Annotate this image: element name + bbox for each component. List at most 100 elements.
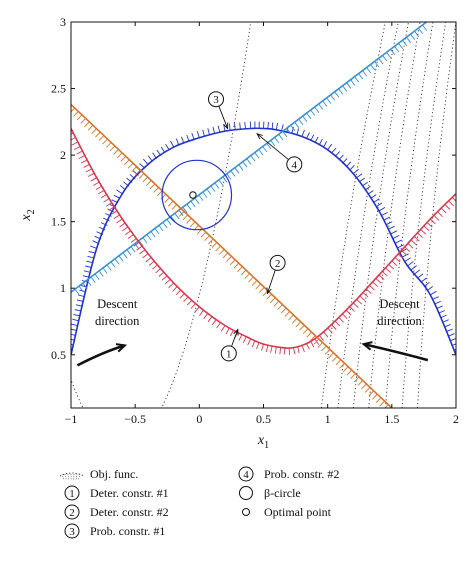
legend-symbol-circle-4 [238,466,254,482]
hatch-tick [442,319,449,323]
hatch-tick [182,214,189,221]
hatch-tick [352,302,359,309]
hatch-tick [436,305,443,310]
hatch-tick [451,196,456,202]
hatch-tick [305,132,310,139]
hatch-tick [237,266,243,273]
hatch-tick [200,231,207,238]
hatch-tick [214,182,220,189]
x-axis-label: x1 [257,433,269,451]
hatch-tick [73,313,81,317]
objective-contour-5 [368,22,421,408]
descent-label-2-line-1: Descent [379,297,420,311]
hatch-tick [89,245,97,249]
hatch-tick [152,264,158,270]
hatch-tick [270,345,273,353]
hatch-tick [359,295,366,301]
legend-entry-7: Optimal point [242,505,332,519]
hatch-tick [111,210,118,215]
hatch-tick [156,149,162,157]
hatch-tick [323,331,329,338]
hatch-tick [392,235,400,239]
legend-symbol-circle-3 [64,523,80,539]
hatch-tick [203,312,209,319]
hatch-tick [375,202,383,208]
hatch-tick [105,213,112,217]
hatch-tick [100,222,108,226]
hatch-tick [238,334,243,341]
descent-arrow-2 [363,342,429,362]
hatch-tick [281,124,284,132]
hatch-tick [179,292,186,299]
hatch-prob2 [74,24,428,295]
hatch-tick [451,343,456,346]
hatch-tick [148,155,153,162]
hatch-tick [86,260,94,264]
hatch-tick [73,111,79,117]
hatch-tick [275,122,279,130]
hatch-tick [327,327,333,334]
hatch-tick [262,146,268,153]
hatch-tick [349,164,355,171]
hatch-tick [288,314,294,321]
hatch-tick [274,137,280,144]
hatch-tick [95,131,101,138]
hatch-tick [142,237,148,244]
hatch-tick [384,404,389,408]
hatch-tick [161,275,168,281]
hatch-tick [407,261,414,267]
hatch-tick [223,124,226,132]
hatch-tick [71,137,76,141]
hatch-tick [88,251,96,254]
hatch-tick [338,154,344,161]
hatch-tick [324,349,331,355]
legend-symbol-number-3: 3 [69,526,75,538]
hatch-tick [430,290,437,296]
hatch-tick [239,122,241,130]
hatch-tick [244,122,246,130]
hatch-tick [277,304,283,310]
hatch-tick [116,189,123,195]
legend-symbol-number-2: 2 [69,507,75,519]
hatch-tick [321,345,327,352]
hatch-tick [120,185,126,191]
y-axis-label-sub: 2 [26,209,37,214]
hatch-tick [202,129,205,137]
legend-label: Obj. func. [90,467,138,481]
hatch-tick [175,207,181,214]
hatch-tick [349,306,355,312]
hatch-tick [175,138,180,146]
legend-symbol-optimal-point [242,508,250,516]
hatch-tick [434,300,441,305]
hatch-tick [266,293,272,300]
legend-label: β-circle [264,486,301,500]
hatch-tick [71,141,79,146]
hatch-tick [361,383,367,390]
hatch-tick [113,214,121,219]
hatch-tick [116,218,123,224]
hatch-tick [94,235,102,240]
hatch-tick [216,322,222,329]
hatch-tick [406,36,412,44]
hatch-tick [270,297,276,304]
hatch-tick [139,249,146,255]
hatch-tick [251,340,256,348]
hatch-tick [445,328,453,333]
legend-label: Optimal point [264,505,332,519]
hatch-tick [423,281,430,287]
hatch-tick [341,158,348,164]
y-tick-label: 3 [60,15,66,29]
hatch-tick [278,134,284,141]
hatch-tick [390,230,398,235]
hatch-tick [218,179,224,186]
hatch-tick [274,346,277,354]
hatch-tick [186,134,190,142]
hatch-tick [410,265,417,271]
hatch-tick [240,269,247,276]
hatch-tick [114,258,120,265]
hatch-tick [234,123,236,131]
hatch-tick [130,246,136,253]
hatch-tick [233,262,240,269]
hatch-tick [280,307,287,314]
hatch-tick [286,128,292,135]
